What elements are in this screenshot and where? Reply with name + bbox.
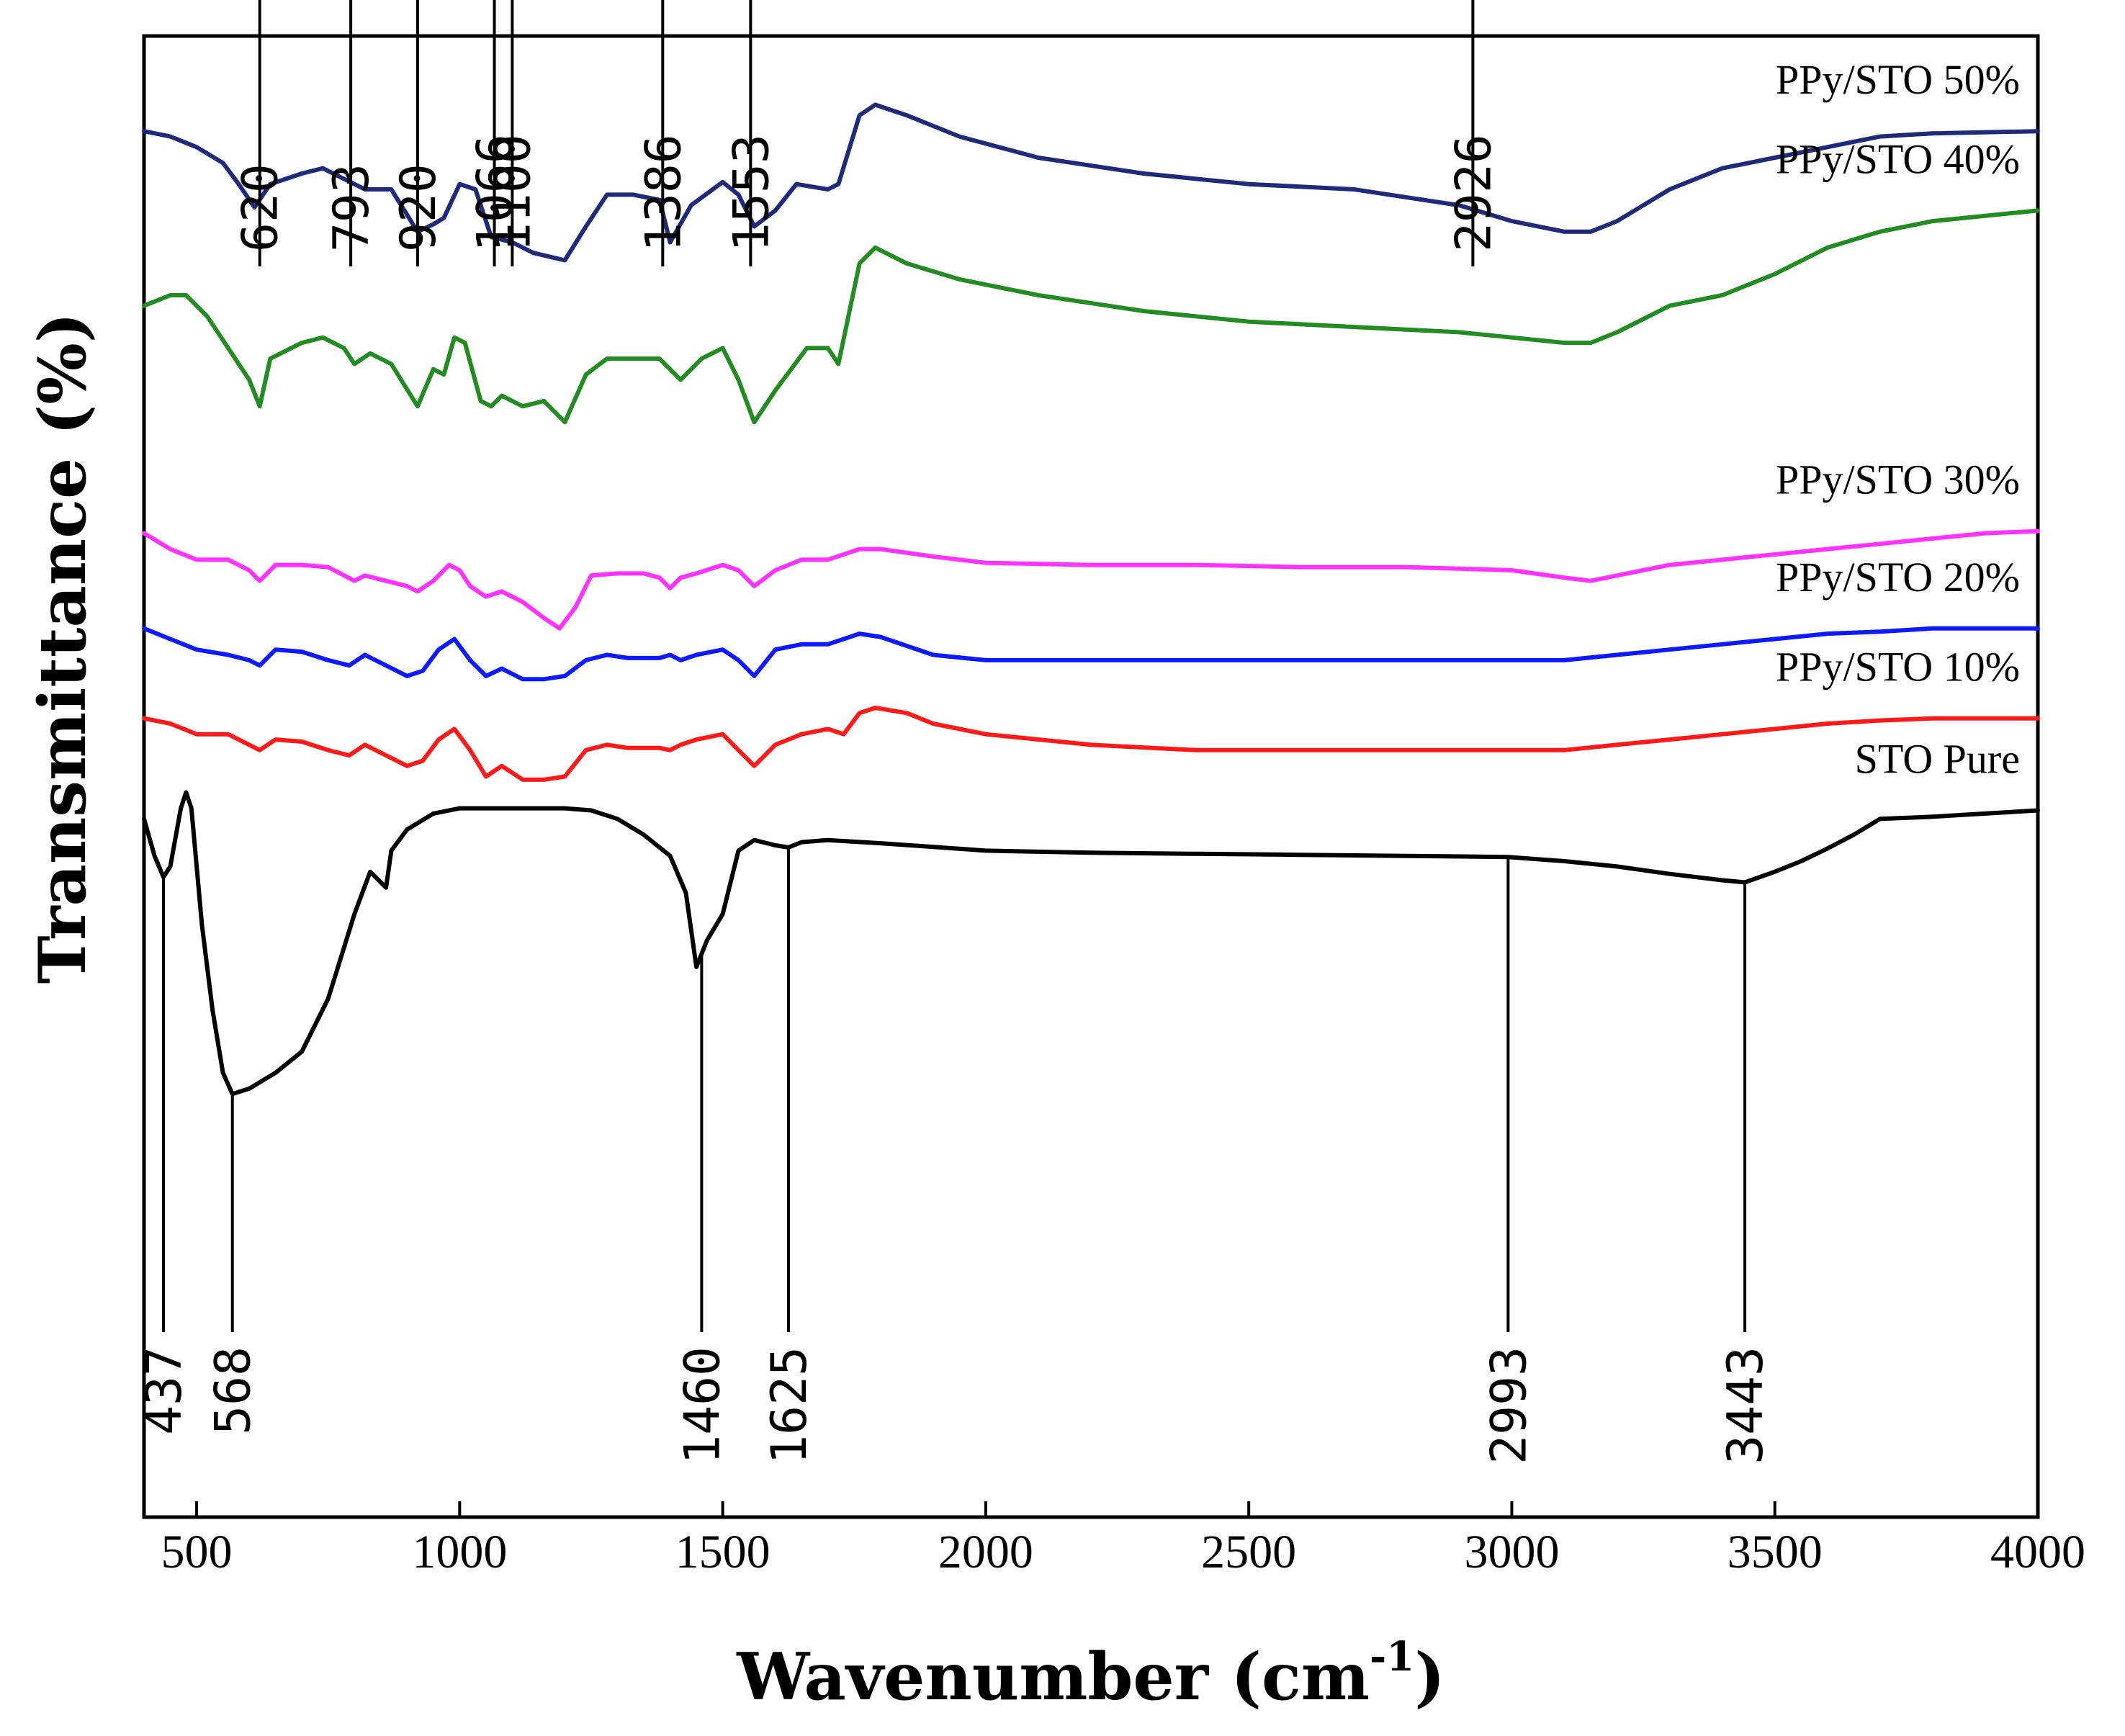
peak-label-793: 793 — [323, 163, 380, 252]
y-axis-title: Transmittance (%) — [24, 312, 101, 984]
peak-label-1553: 1553 — [723, 134, 780, 252]
series-line-sto-pure — [142, 790, 2040, 1097]
peak-label-620: 620 — [233, 163, 289, 252]
x-tick-label-4000: 4000 — [1990, 1526, 2085, 1578]
series-layer — [142, 0, 2040, 1097]
series-label-ppy-sto-20: PPy/STO 20% — [1776, 554, 2020, 601]
series-line-ppy-sto-50 — [142, 102, 2040, 263]
series-line-ppy-sto-20 — [142, 626, 2040, 682]
peak-label-3443: 3443 — [1717, 1346, 1774, 1465]
peak-label-2993: 2993 — [1481, 1346, 1537, 1465]
x-tick-label-500: 500 — [161, 1526, 233, 1578]
series-label-ppy-sto-30: PPy/STO 30% — [1776, 457, 2020, 503]
series-label-ppy-sto-50: PPy/STO 50% — [1776, 56, 2020, 103]
x-tick-label-3000: 3000 — [1464, 1526, 1559, 1578]
series-label-sto-pure: STO Pure — [1855, 736, 2020, 783]
peak-label-1460: 1460 — [674, 1346, 731, 1465]
series-label-ppy-sto-10: PPy/STO 10% — [1776, 644, 2020, 691]
peak-label-1386: 1386 — [635, 134, 692, 252]
x-axis-title: Wavenumber (cm-1) — [736, 1633, 1445, 1715]
x-axis-ticks: 500 1000 1500 2000 2500 3000 3500 4000 — [161, 1501, 2085, 1578]
series-label-layer: Pure PPyPPy/STO 50%PPy/STO 40%PPy/STO 30… — [1776, 56, 2020, 783]
x-tick-label-1000: 1000 — [412, 1526, 507, 1578]
series-line-ppy-sto-10 — [142, 706, 2040, 782]
peak-label-1625: 1625 — [761, 1346, 818, 1465]
x-tick-label-1500: 1500 — [675, 1526, 771, 1578]
series-label-ppy-sto-40: PPy/STO 40% — [1776, 135, 2020, 182]
peak-label-568: 568 — [205, 1346, 262, 1435]
x-tick-label-3500: 3500 — [1728, 1526, 1823, 1578]
peak-label-1100: 1100 — [485, 134, 542, 252]
peak-label-2926: 2926 — [1445, 134, 1502, 252]
series-line-ppy-sto-40 — [142, 208, 2040, 425]
peak-label-920: 920 — [390, 163, 447, 252]
peak-label-1066: 1066 — [467, 134, 524, 252]
x-tick-label-2000: 2000 — [938, 1526, 1033, 1578]
peak-label-437: 437 — [136, 1346, 193, 1435]
x-tick-label-2500: 2500 — [1201, 1526, 1296, 1578]
plot-frame — [142, 34, 2040, 1519]
series-line-ppy-sto-30 — [142, 529, 2040, 631]
